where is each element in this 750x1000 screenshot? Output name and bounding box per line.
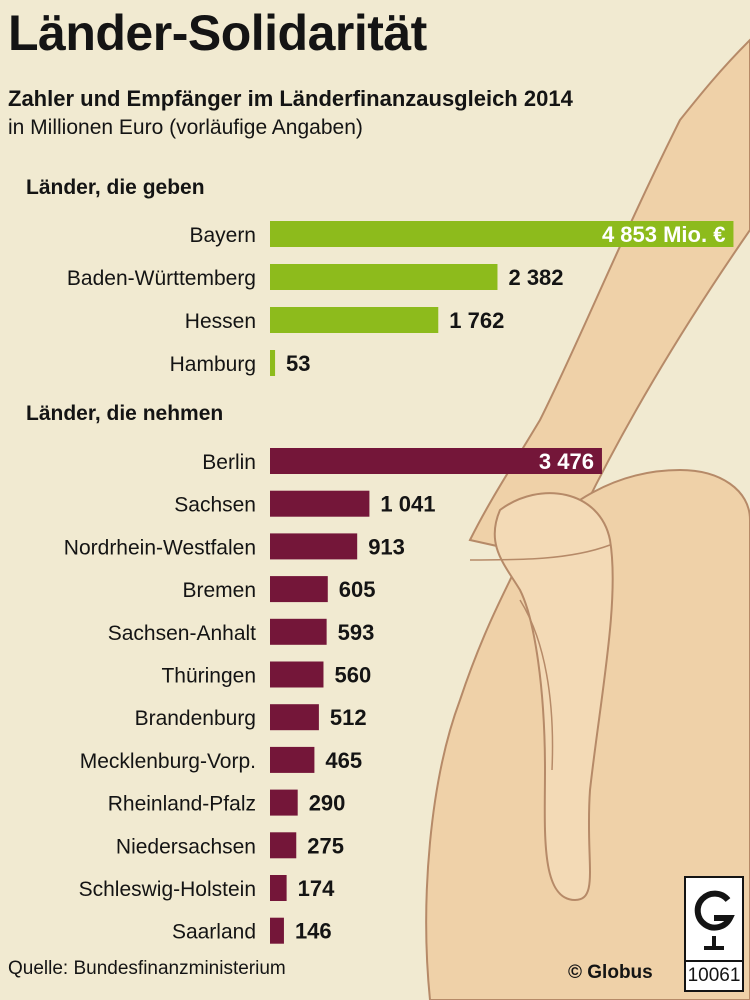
globus-logo-mark (694, 890, 735, 950)
value-label-mecklenburg-vorp-: 465 (325, 748, 362, 773)
category-label-thüringen: Thüringen (161, 665, 256, 688)
bar-berlin (270, 448, 602, 474)
category-label-saarland: Saarland (172, 921, 256, 944)
category-label-hessen: Hessen (185, 310, 256, 333)
bar-brandenburg (270, 704, 319, 731)
bar-bayern (270, 221, 734, 247)
value-label-sachsen-anhalt: 593 (338, 620, 375, 645)
bar-niedersachsen (270, 832, 297, 859)
category-label-bremen: Bremen (182, 579, 256, 602)
value-label-niedersachsen: 275 (307, 833, 344, 858)
value-label-thüringen: 560 (334, 663, 371, 688)
bar-saarland (270, 917, 284, 944)
category-label-sachsen: Sachsen (174, 494, 256, 517)
bar-mecklenburg-vorp- (270, 746, 315, 773)
value-label-saarland: 146 (295, 919, 332, 944)
bar-schleswig-holstein (270, 875, 287, 901)
value-label-sachsen: 1 041 (380, 492, 435, 517)
finger-crease (519, 599, 554, 771)
chart-subtitle: Zahler und Empfänger im Länderfinanzausg… (8, 86, 573, 111)
globus-logo: 10061 (684, 876, 744, 992)
bar-hamburg (270, 350, 276, 376)
bar-thüringen (270, 661, 324, 688)
value-label-nordrhein-westfalen: 913 (368, 534, 405, 559)
page-title: Länder-Solidarität (8, 5, 427, 61)
category-label-hamburg: Hamburg (170, 353, 256, 376)
bar-sachsen-anhalt (270, 618, 327, 645)
value-label-rheinland-pfalz: 290 (309, 791, 346, 816)
section-label-receivers: Länder, die nehmen (26, 402, 224, 425)
value-label-bremen: 605 (339, 577, 376, 602)
category-label-mecklenburg-vorp-: Mecklenburg-Vorp. (80, 750, 256, 773)
bar-sachsen (270, 490, 370, 517)
bar-baden-württemberg (270, 264, 498, 290)
value-label-schleswig-holstein: 174 (298, 876, 335, 901)
value-label-hessen: 1 762 (449, 308, 504, 333)
thumb (493, 492, 614, 902)
value-label-bayern: 4 853 Mio. € (602, 222, 726, 247)
category-label-brandenburg: Brandenburg (135, 707, 256, 730)
category-label-bayern: Bayern (189, 224, 256, 247)
copyright-label: © Globus (568, 962, 653, 983)
value-label-brandenburg: 512 (330, 705, 367, 730)
bar-hessen (270, 307, 439, 333)
value-label-hamburg: 53 (286, 351, 310, 376)
category-label-niedersachsen: Niedersachsen (116, 835, 256, 858)
bar-bremen (270, 576, 328, 603)
category-label-schleswig-holstein: Schleswig-Holstein (79, 878, 256, 901)
category-label-baden-württemberg: Baden-Württemberg (67, 267, 256, 290)
category-label-rheinland-pfalz: Rheinland-Pfalz (108, 793, 256, 816)
category-label-nordrhein-westfalen: Nordrhein-Westfalen (64, 536, 256, 559)
bar-nordrhein-westfalen (270, 533, 358, 560)
category-label-berlin: Berlin (202, 451, 256, 474)
category-label-sachsen-anhalt: Sachsen-Anhalt (108, 622, 256, 645)
value-label-baden-württemberg: 2 382 (508, 265, 563, 290)
section-label-givers: Länder, die geben (26, 176, 205, 199)
bar-rheinland-pfalz (270, 789, 298, 816)
logo-number: 10061 (686, 960, 742, 990)
wrist-crease (469, 544, 611, 561)
value-label-berlin: 3 476 (539, 449, 594, 474)
unit-note: in Millionen Euro (vorläufige Angaben) (8, 116, 363, 139)
source-note: Quelle: Bundesfinanzministerium (8, 958, 286, 979)
